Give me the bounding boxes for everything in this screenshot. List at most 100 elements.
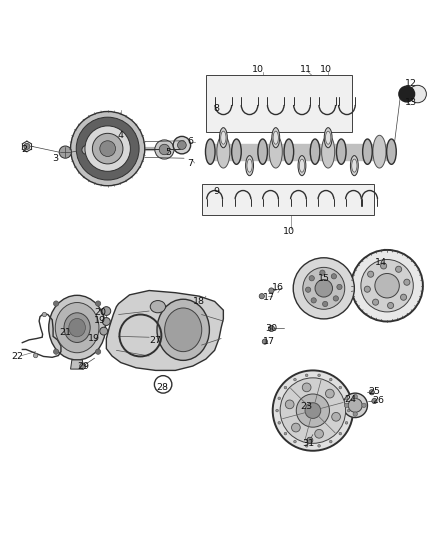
Circle shape (280, 378, 346, 443)
Circle shape (339, 432, 342, 435)
Circle shape (303, 268, 345, 309)
Circle shape (311, 298, 316, 303)
Circle shape (309, 276, 314, 281)
Text: 19: 19 (88, 335, 100, 343)
Text: 6: 6 (187, 137, 194, 146)
Circle shape (284, 432, 287, 435)
Circle shape (364, 286, 371, 292)
Ellipse shape (387, 139, 396, 164)
Circle shape (320, 270, 325, 275)
Circle shape (100, 327, 108, 335)
Circle shape (400, 294, 406, 300)
Ellipse shape (273, 131, 279, 144)
Circle shape (76, 117, 139, 180)
Circle shape (381, 263, 387, 269)
Text: 8: 8 (214, 104, 220, 113)
Circle shape (315, 430, 323, 438)
Circle shape (177, 141, 186, 149)
Text: 30: 30 (265, 324, 277, 333)
Ellipse shape (272, 128, 280, 148)
Circle shape (322, 301, 328, 306)
Circle shape (353, 412, 357, 416)
Circle shape (388, 302, 394, 309)
Text: 15: 15 (318, 274, 330, 283)
Text: 7: 7 (187, 159, 194, 168)
Ellipse shape (219, 128, 227, 148)
Text: 21: 21 (59, 328, 71, 337)
Ellipse shape (157, 299, 209, 360)
Circle shape (42, 312, 46, 317)
Ellipse shape (299, 159, 304, 172)
Text: 10: 10 (252, 64, 264, 74)
Circle shape (347, 409, 350, 412)
Ellipse shape (321, 135, 335, 168)
Circle shape (375, 273, 399, 298)
Circle shape (373, 299, 378, 305)
Circle shape (59, 146, 71, 158)
Polygon shape (106, 290, 223, 370)
Circle shape (305, 403, 321, 418)
Circle shape (293, 378, 296, 381)
Polygon shape (237, 144, 263, 159)
Ellipse shape (247, 159, 252, 172)
Circle shape (53, 301, 59, 306)
Ellipse shape (217, 135, 230, 168)
Text: 12: 12 (405, 79, 417, 87)
Text: 17: 17 (263, 293, 275, 302)
Text: 25: 25 (368, 387, 380, 396)
Circle shape (344, 403, 349, 408)
Polygon shape (206, 75, 352, 132)
Circle shape (325, 389, 334, 398)
Circle shape (293, 258, 354, 319)
Circle shape (361, 260, 413, 312)
Circle shape (369, 390, 374, 395)
Circle shape (268, 326, 275, 332)
Circle shape (85, 126, 131, 171)
Circle shape (329, 378, 332, 381)
Ellipse shape (64, 313, 90, 343)
Circle shape (302, 383, 311, 392)
Circle shape (262, 339, 268, 344)
Circle shape (307, 437, 313, 443)
Text: 10: 10 (283, 227, 295, 236)
Polygon shape (71, 360, 84, 369)
Circle shape (318, 374, 321, 377)
Circle shape (396, 266, 402, 272)
Circle shape (333, 296, 339, 301)
Circle shape (80, 363, 86, 369)
Circle shape (332, 413, 340, 421)
Ellipse shape (55, 303, 99, 353)
Circle shape (372, 398, 377, 403)
Circle shape (367, 271, 374, 277)
Circle shape (293, 440, 296, 443)
Circle shape (315, 280, 332, 297)
Circle shape (404, 279, 410, 285)
Circle shape (284, 386, 287, 389)
Text: 3: 3 (52, 154, 58, 163)
Text: 14: 14 (374, 257, 387, 266)
Circle shape (155, 140, 174, 159)
Circle shape (348, 398, 362, 413)
Ellipse shape (69, 318, 85, 337)
Circle shape (318, 445, 321, 447)
Circle shape (362, 403, 366, 408)
Text: 29: 29 (78, 362, 90, 371)
Text: 10: 10 (320, 64, 332, 74)
Polygon shape (210, 144, 237, 159)
Text: 19: 19 (94, 316, 106, 325)
Circle shape (337, 284, 342, 289)
Text: 18: 18 (193, 297, 205, 306)
Circle shape (95, 349, 101, 354)
Circle shape (343, 393, 367, 417)
Ellipse shape (350, 156, 358, 176)
Ellipse shape (205, 139, 215, 164)
Ellipse shape (150, 301, 166, 313)
Circle shape (71, 111, 145, 185)
Ellipse shape (269, 135, 283, 168)
Text: 31: 31 (303, 439, 314, 448)
Circle shape (273, 370, 353, 451)
Circle shape (53, 349, 59, 354)
Circle shape (305, 445, 308, 447)
Text: 22: 22 (11, 352, 23, 361)
Circle shape (351, 250, 423, 321)
